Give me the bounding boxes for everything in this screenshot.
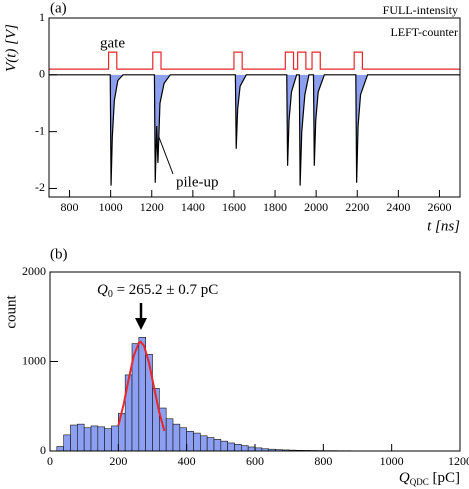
x-tick-label: 600 xyxy=(246,454,264,468)
fit-curve xyxy=(117,340,166,432)
plot-frame xyxy=(48,17,461,198)
x-tick-label: 2000 xyxy=(304,200,328,214)
annotation: Q0 = 265.2 ± 0.7 pC xyxy=(97,282,218,300)
y-tick-label: -1 xyxy=(35,123,45,137)
x-tick-label: 800 xyxy=(314,454,332,468)
histogram-bar xyxy=(220,440,228,452)
x-axis-label-part: [pC] xyxy=(429,470,460,486)
histogram-bar xyxy=(227,442,235,452)
chart-title: FULL-intensity xyxy=(383,3,458,17)
x-axis-label: t [ns] xyxy=(427,218,460,234)
histogram-bar xyxy=(56,446,64,452)
histogram-bar xyxy=(124,374,133,452)
histogram-bar xyxy=(241,445,249,452)
y-tick-label: 1000 xyxy=(22,353,46,367)
annotation-part: 0 xyxy=(108,289,113,300)
histogram-bar xyxy=(179,427,187,452)
histogram-bar xyxy=(247,446,256,452)
y-axis-label: V(t) [V] xyxy=(3,24,19,72)
histogram-bar xyxy=(111,425,119,452)
y-tick-label: 0 xyxy=(39,67,45,81)
y-tick-label: 2000 xyxy=(22,264,46,278)
histogram-bar xyxy=(90,425,99,452)
x-axis-label: QQDC [pC] xyxy=(399,470,460,487)
histogram-bar xyxy=(138,337,146,452)
histogram-bar xyxy=(213,439,222,452)
histogram-bar xyxy=(83,427,92,452)
y-tick-label: 1 xyxy=(39,10,45,24)
x-tick-label: 2400 xyxy=(386,200,410,214)
histogram-bar xyxy=(186,431,194,452)
x-axis-label-part: Q xyxy=(399,470,410,486)
x-axis-label-part: QDC xyxy=(410,477,429,487)
x-tick-label: 200 xyxy=(109,454,127,468)
x-tick-label: 1800 xyxy=(263,200,287,214)
annotation: pile-up xyxy=(176,174,219,190)
x-tick-label: 400 xyxy=(178,454,196,468)
x-tick-label: 1200 xyxy=(448,454,469,468)
x-tick-label: 800 xyxy=(61,200,79,214)
histogram-bar xyxy=(200,435,208,452)
x-tick-label: 2600 xyxy=(427,200,451,214)
histogram-bar xyxy=(104,428,112,452)
x-tick-label: 1200 xyxy=(140,200,164,214)
y-tick-label: -2 xyxy=(35,180,45,194)
x-tick-label: 1000 xyxy=(380,454,404,468)
annotation-pointer xyxy=(156,131,174,175)
x-tick-label: 1600 xyxy=(222,200,246,214)
histogram-bar xyxy=(165,418,174,452)
histogram-bar xyxy=(206,437,215,452)
annotation: gate xyxy=(100,35,125,51)
histogram-bar xyxy=(172,423,181,452)
histogram-bar xyxy=(77,423,85,452)
x-tick-label: 1400 xyxy=(181,200,205,214)
x-tick-label: 0 xyxy=(47,454,53,468)
histogram-bar xyxy=(63,434,71,452)
y-tick-label: 0 xyxy=(40,443,46,457)
histogram-bar xyxy=(70,424,78,452)
panel-label: (b) xyxy=(50,246,68,262)
annotation-part: = 265.2 ± 0.7 pC xyxy=(113,282,218,298)
series-line xyxy=(49,51,460,70)
histogram-bar xyxy=(193,432,201,452)
panel-label: (a) xyxy=(50,0,67,16)
annotation-arrow-head xyxy=(135,318,147,330)
histogram-bar xyxy=(145,354,153,452)
series-line xyxy=(49,74,460,186)
histogram-bar xyxy=(234,443,242,452)
x-tick-label: 1000 xyxy=(99,200,123,214)
y-axis-label: count xyxy=(3,295,19,329)
chart-subtitle: LEFT-counter xyxy=(390,25,458,39)
annotation-part: Q xyxy=(97,282,108,298)
x-tick-label: 2200 xyxy=(345,200,369,214)
histogram-bar xyxy=(97,426,105,452)
